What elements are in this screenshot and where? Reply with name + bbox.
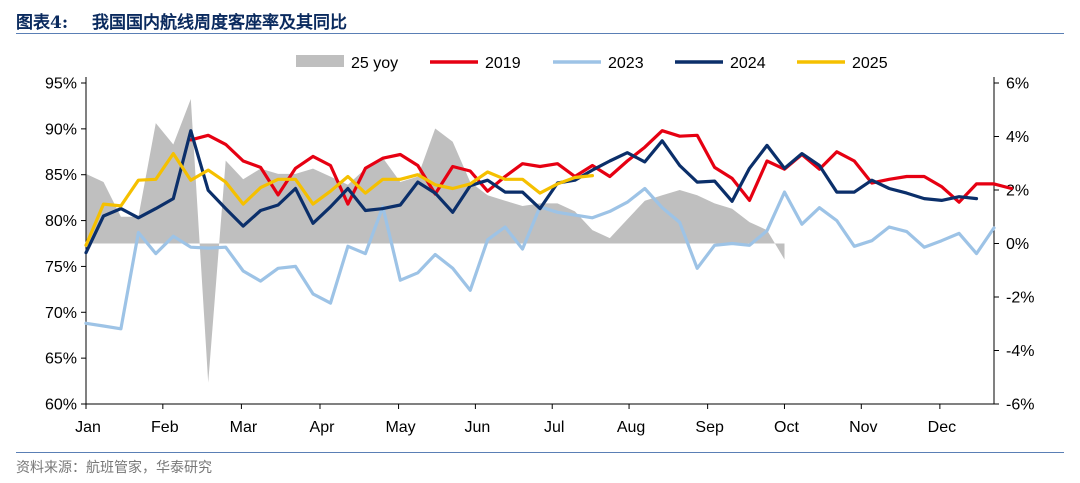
series-lines <box>84 129 1014 331</box>
legend-label-2019: 2019 <box>485 55 521 72</box>
x-tick-label: Dec <box>928 419 956 436</box>
x-tick-label: Aug <box>617 419 645 436</box>
right-tick-label: -4% <box>1006 343 1034 360</box>
left-tick-label: 95% <box>45 76 77 93</box>
legend-label-2023: 2023 <box>608 55 644 72</box>
source-note: 资料来源：航班管家，华泰研究 <box>16 460 212 476</box>
legend: 25 yoy 2019 2023 2024 2025 <box>296 55 888 72</box>
legend-swatch-25-yoy <box>296 55 344 67</box>
legend-label-25-yoy: 25 yoy <box>351 55 398 72</box>
x-tick-label: Apr <box>310 419 336 436</box>
left-tick-label: 70% <box>45 305 77 322</box>
left-tick-label: 60% <box>45 397 77 414</box>
left-tick-label: 80% <box>45 213 77 230</box>
x-tick-label: May <box>385 419 415 436</box>
x-tick-label: Mar <box>230 419 258 436</box>
right-tick-label: 6% <box>1006 76 1029 93</box>
x-tick-label: Sep <box>695 419 724 436</box>
x-tick-label: Oct <box>774 419 799 436</box>
legend-label-2025: 2025 <box>852 55 888 72</box>
legend-label-2024: 2024 <box>730 55 766 72</box>
figure-title-row: 图表4: 我国国内航线周度客座率及其同比 <box>16 6 1064 33</box>
x-tick-label: Feb <box>151 419 179 436</box>
series-line-2024 <box>84 129 979 255</box>
yoy-area <box>86 99 785 383</box>
left-tick-label: 75% <box>45 259 77 276</box>
x-tick-label: Nov <box>849 419 877 436</box>
bottom-rule <box>16 452 1064 453</box>
left-tick-label: 65% <box>45 351 77 368</box>
left-tick-label: 90% <box>45 121 77 138</box>
figure-label: 图表4: <box>16 13 69 33</box>
x-tick-label: Jan <box>75 419 101 436</box>
axes: 60% 65% 70% 75% 80% 85% 90% 95% -6% -4% -2% 0% 2% 4% 6… <box>45 76 1034 437</box>
x-tick-label: Jun <box>464 419 490 436</box>
right-tick-label: 4% <box>1006 129 1029 146</box>
series-line-2025 <box>84 152 594 247</box>
right-tick-label: 0% <box>1006 236 1029 253</box>
top-rule <box>16 33 1064 34</box>
right-tick-label: -6% <box>1006 397 1034 414</box>
figure-title: 我国国内航线周度客座率及其同比 <box>92 13 347 33</box>
yoy-area-layer <box>86 99 785 383</box>
right-tick-label: -2% <box>1006 290 1034 307</box>
chart: 25 yoy 2019 2023 2024 2025 60% 65% 70% 75% 80% 85… <box>45 55 1034 437</box>
left-tick-label: 85% <box>45 167 77 184</box>
right-tick-label: 2% <box>1006 183 1029 200</box>
x-tick-label: Jul <box>544 419 564 436</box>
